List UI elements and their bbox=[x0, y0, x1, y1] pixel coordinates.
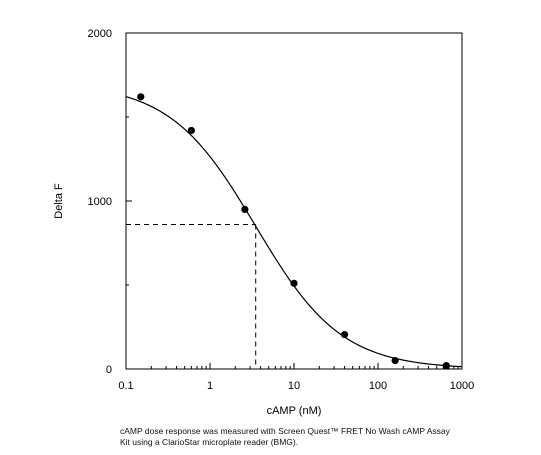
data-point bbox=[241, 205, 249, 213]
y-tick-label: 1000 bbox=[88, 196, 112, 208]
y-axis-ticks: 0 1000 2000 bbox=[88, 28, 132, 376]
caption-line-1: cAMP dose response was measured with Scr… bbox=[120, 426, 450, 436]
x-tick-label: 100 bbox=[369, 380, 387, 392]
data-point bbox=[391, 357, 399, 365]
y-axis-label: Delta F bbox=[53, 183, 65, 219]
x-axis-label: cAMP (nM) bbox=[267, 405, 322, 417]
data-point bbox=[442, 362, 450, 370]
x-tick-label: 10 bbox=[288, 380, 300, 392]
dose-response-chart: 0.1 1 10 100 1000 0 1000 2000 cAMP (nM) Delta … bbox=[53, 28, 474, 417]
x-tick-label: 1000 bbox=[450, 380, 474, 392]
caption-line-2: Kit using a ClarioStar microplate reader… bbox=[120, 437, 299, 447]
data-point bbox=[187, 126, 195, 135]
plot-frame bbox=[125, 32, 463, 370]
ec50-guide-lines bbox=[126, 224, 257, 369]
figure-caption: cAMP dose response was measured with Scr… bbox=[120, 426, 520, 448]
x-tick-label: 0.1 bbox=[118, 380, 133, 392]
x-tick-label: 1 bbox=[207, 380, 213, 392]
data-point bbox=[290, 279, 298, 287]
data-point bbox=[340, 330, 349, 339]
fit-curve bbox=[125, 96, 463, 368]
y-tick-label: 2000 bbox=[88, 28, 112, 40]
data-points bbox=[137, 93, 450, 370]
data-point bbox=[137, 93, 145, 101]
y-tick-label: 0 bbox=[106, 364, 112, 376]
x-axis-ticks: 0.1 1 10 100 1000 bbox=[118, 363, 474, 392]
fit-curve-layer bbox=[125, 96, 463, 368]
